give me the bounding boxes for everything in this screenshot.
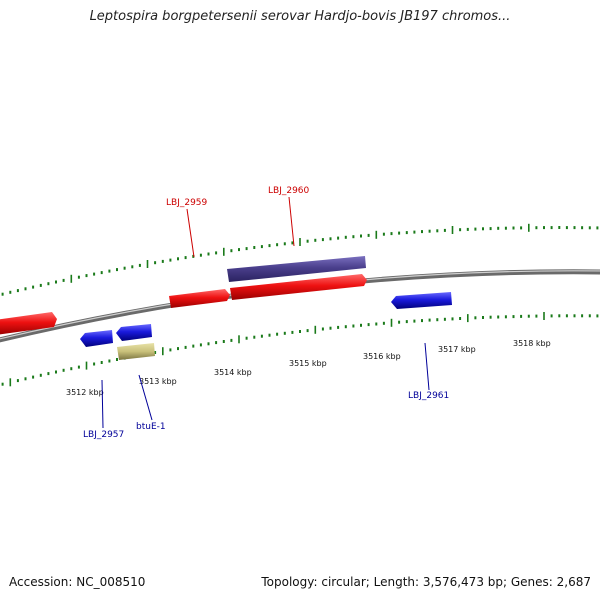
gene-arrow-reverse[interactable] xyxy=(116,324,152,341)
forward-genes xyxy=(0,274,367,335)
gene-block-btue-1[interactable] xyxy=(117,343,155,360)
gene-label-lbj-2959[interactable]: LBJ_2959 xyxy=(166,198,208,208)
gene-arrow-lbj-2960[interactable] xyxy=(230,274,367,300)
gene-arrow-forward[interactable] xyxy=(0,312,57,335)
gene-arrow-lbj-2957[interactable] xyxy=(80,330,113,347)
gene-arrow-lbj-2961[interactable] xyxy=(391,292,452,309)
gene-label-lbj-2961[interactable]: LBJ_2961 xyxy=(408,391,449,401)
tick-label-3516: 3516 kbp xyxy=(363,352,401,361)
gene-label-lbj-2957[interactable]: LBJ_2957 xyxy=(83,430,124,440)
gene-label-lbj-2960[interactable]: LBJ_2960 xyxy=(268,186,310,196)
ruler-labels: 3512 kbp 3513 kbp 3514 kbp 3515 kbp 3516… xyxy=(66,339,551,397)
tick-label-3517: 3517 kbp xyxy=(438,345,476,354)
gene-arrow-lbj-2959[interactable] xyxy=(169,289,230,308)
label-leaders xyxy=(101,196,430,429)
tick-label-3518: 3518 kbp xyxy=(513,339,551,348)
reverse-genes xyxy=(80,292,452,347)
page-title: Leptospira borgpetersenii serovar Hardjo… xyxy=(89,9,511,24)
tick-label-3513: 3513 kbp xyxy=(139,377,177,386)
inner-tick-row xyxy=(1,312,599,387)
gene-label-btue-1[interactable]: btuE-1 xyxy=(136,422,166,432)
operon-block-lbj-2960[interactable] xyxy=(227,256,366,282)
tick-label-3514: 3514 kbp xyxy=(214,368,252,377)
outer-tick-row xyxy=(1,223,599,296)
gene-labels: LBJ_2959 LBJ_2960 LBJ_2957 btuE-1 LBJ_29… xyxy=(83,186,449,440)
tick-label-3512: 3512 kbp xyxy=(66,388,104,397)
accession-text: Accession: NC_008510 xyxy=(9,575,146,589)
tick-label-3515: 3515 kbp xyxy=(289,359,327,368)
genome-summary-text: Topology: circular; Length: 3,576,473 bp… xyxy=(261,575,591,589)
